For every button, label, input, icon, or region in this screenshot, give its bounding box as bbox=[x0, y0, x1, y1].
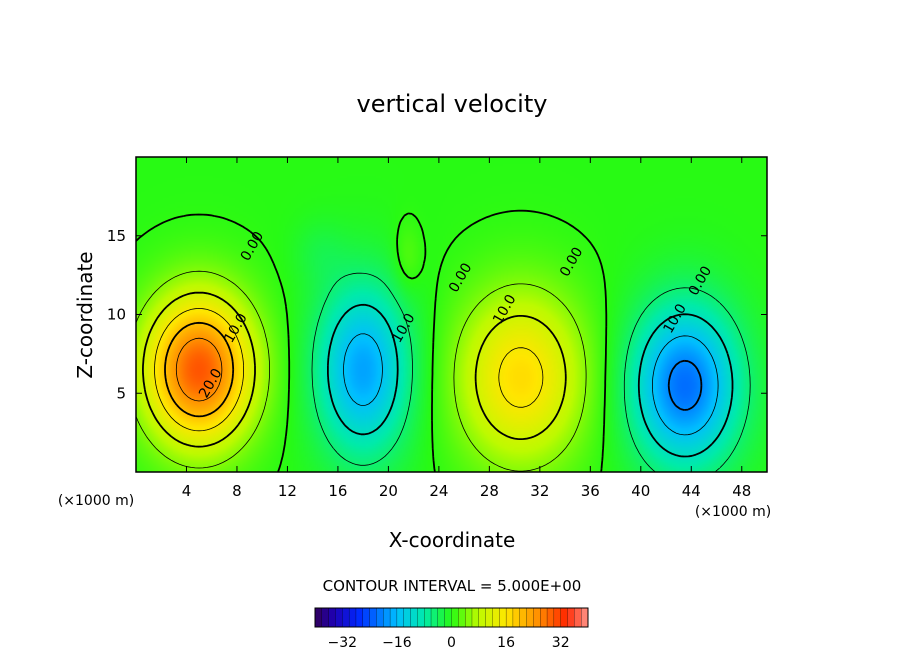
colorbar-tick-label: −16 bbox=[382, 635, 412, 651]
x-tick-label: 12 bbox=[278, 482, 297, 500]
y-tick-label: 15 bbox=[107, 227, 126, 245]
colorbar-swatch bbox=[424, 607, 432, 628]
colorbar-swatch bbox=[478, 607, 487, 628]
colorbar-swatch bbox=[314, 607, 323, 628]
colorbar-swatch bbox=[526, 607, 534, 628]
y-tick-label: 10 bbox=[107, 306, 126, 324]
x-axis-unit-left: (×1000 m) bbox=[58, 493, 134, 509]
colorbar-swatch bbox=[355, 607, 364, 628]
x-tick-label: 16 bbox=[328, 482, 347, 500]
contour-line bbox=[142, 291, 567, 448]
x-tick-label: 44 bbox=[682, 482, 701, 500]
x-tick-label: 32 bbox=[530, 482, 549, 500]
colorbar-swatch bbox=[492, 607, 500, 628]
x-tick-label: 8 bbox=[232, 482, 242, 500]
colorbar-swatch bbox=[376, 607, 384, 628]
colorbar-swatch bbox=[410, 607, 418, 628]
colorbar-swatch bbox=[389, 607, 398, 628]
x-axis-unit-right: (×1000 m) bbox=[695, 504, 771, 520]
y-axis: 5 10 15 bbox=[107, 227, 767, 402]
colorbar-swatch bbox=[581, 607, 589, 628]
x-tick-label: 36 bbox=[581, 482, 600, 500]
colorbar-swatch bbox=[464, 607, 473, 628]
colorbar-swatch bbox=[444, 607, 452, 628]
x-tick-label: 48 bbox=[732, 482, 751, 500]
y-axis-label: Z-coordinate bbox=[73, 251, 97, 378]
contour-line bbox=[343, 333, 719, 436]
x-tick-label: 24 bbox=[429, 482, 448, 500]
colorbar-swatch bbox=[342, 607, 350, 628]
y-tick-label: 5 bbox=[116, 384, 126, 402]
colorbar-swatch bbox=[533, 607, 541, 628]
colorbar-swatch bbox=[485, 607, 493, 628]
colorbar-swatch bbox=[574, 607, 582, 628]
colorbar-swatch bbox=[348, 607, 357, 628]
colorbar-frame bbox=[314, 607, 589, 628]
colorbar-swatch bbox=[321, 607, 330, 628]
colorbar: −32 −16 0 16 32 bbox=[314, 607, 589, 651]
colorbar-swatch bbox=[458, 607, 466, 628]
chart-title: vertical velocity bbox=[357, 90, 548, 118]
colorbar-swatch bbox=[403, 607, 412, 628]
x-tick-label: 28 bbox=[480, 482, 499, 500]
colorbar-swatch bbox=[328, 607, 336, 628]
contour-line bbox=[164, 321, 235, 418]
colorbar-swatch bbox=[383, 607, 391, 628]
colorbar-swatch bbox=[540, 607, 548, 628]
x-axis: 4 8 12 16 20 24 28 32 36 40 44 48 bbox=[182, 157, 751, 500]
colorbar-swatch bbox=[505, 607, 514, 628]
colorbar-tick-label: 32 bbox=[552, 635, 570, 651]
colorbar-swatch bbox=[451, 607, 459, 628]
colorbar-swatch bbox=[369, 607, 377, 628]
colorbar-swatch bbox=[335, 607, 343, 628]
colorbar-swatch bbox=[417, 607, 425, 628]
colorbar-swatch bbox=[437, 607, 446, 628]
colorbar-swatch bbox=[471, 607, 480, 628]
colorbar-swatches bbox=[314, 607, 589, 628]
colorbar-swatch bbox=[362, 607, 371, 628]
colorbar-tick-label: −32 bbox=[328, 635, 358, 651]
colorbar-swatch bbox=[519, 607, 528, 628]
colorbar-tick-label: 16 bbox=[497, 635, 515, 651]
zero-contours bbox=[135, 209, 751, 473]
colorbar-swatch bbox=[567, 607, 575, 628]
contour-line bbox=[175, 337, 223, 402]
colorbar-tick-label: 0 bbox=[447, 635, 456, 651]
colorbar-swatch bbox=[430, 607, 439, 628]
contour-line bbox=[327, 303, 734, 458]
contour-line bbox=[154, 308, 544, 432]
x-tick-label: 4 bbox=[182, 482, 192, 500]
x-tick-label: 20 bbox=[379, 482, 398, 500]
x-tick-label: 40 bbox=[631, 482, 650, 500]
contour-interval-label: CONTOUR INTERVAL = 5.000E+00 bbox=[323, 577, 582, 595]
colorbar-ticks: −32 −16 0 16 32 bbox=[328, 635, 570, 651]
colorbar-swatch bbox=[546, 607, 555, 628]
colorbar-swatch bbox=[560, 607, 568, 628]
colorbar-swatch bbox=[553, 607, 562, 628]
contour-line bbox=[311, 272, 751, 473]
colorbar-swatch bbox=[512, 607, 521, 628]
colorbar-swatch bbox=[499, 607, 507, 628]
colorbar-swatch bbox=[396, 607, 405, 628]
contour-line bbox=[667, 359, 703, 411]
contour-line bbox=[135, 270, 587, 472]
x-axis-label: X-coordinate bbox=[389, 528, 516, 552]
